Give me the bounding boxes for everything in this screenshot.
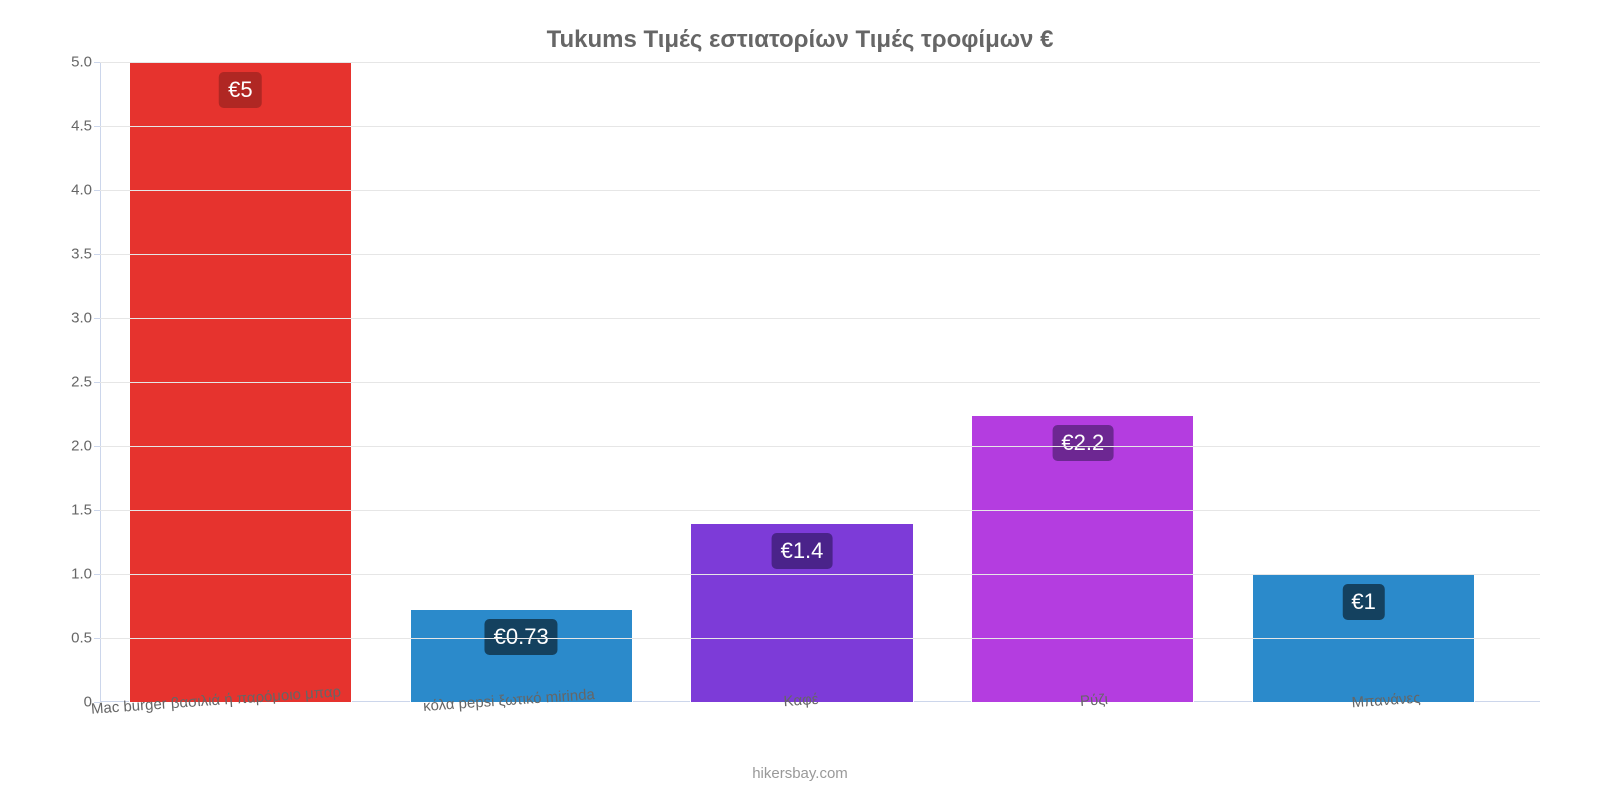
y-tick-label: 1.0 <box>71 566 92 583</box>
grid-line <box>100 190 1540 191</box>
y-tick-mark <box>94 382 100 383</box>
y-tick-label: 5.0 <box>71 54 92 71</box>
bar-value-label: €2.2 <box>1052 425 1113 461</box>
x-axis: Mac burger βασιλιά ή παρόμοιο μπαρ κόλα p… <box>70 680 1570 750</box>
x-tick-label: κόλα pepsi ξωτικό mirinda <box>422 686 595 715</box>
y-tick-mark <box>94 254 100 255</box>
x-tick-label: Καφέ <box>783 691 819 710</box>
y-tick-label: 1.5 <box>71 502 92 519</box>
plot-area: €5€0.73€1.4€2.2€1 00.51.01.52.02.53.03.5… <box>100 62 1540 702</box>
x-tick-label: Mac burger βασιλιά ή παρόμοιο μπαρ <box>91 683 342 717</box>
x-tick-label: Ρύζι <box>1079 691 1108 710</box>
y-tick-label: 2.0 <box>71 438 92 455</box>
y-tick-label: 4.0 <box>71 182 92 199</box>
grid-line <box>100 510 1540 511</box>
bar-value-label: €5 <box>219 72 261 108</box>
chart-container: Tukums Τιμές εστιατορίων Τιμές τροφίμων … <box>0 0 1600 800</box>
chart-title: Tukums Τιμές εστιατορίων Τιμές τροφίμων … <box>30 26 1570 54</box>
grid-line <box>100 638 1540 639</box>
grid-line <box>100 62 1540 63</box>
grid-line <box>100 574 1540 575</box>
x-tick-label: Μπανάνες <box>1351 690 1421 712</box>
grid-line <box>100 382 1540 383</box>
y-tick-mark <box>94 510 100 511</box>
grid-line <box>100 126 1540 127</box>
y-tick-label: 2.5 <box>71 374 92 391</box>
bar-value-label: €1 <box>1342 584 1384 620</box>
y-tick-mark <box>94 574 100 575</box>
grid-line <box>100 318 1540 319</box>
y-tick-mark <box>94 446 100 447</box>
y-tick-label: 3.5 <box>71 246 92 263</box>
y-tick-mark <box>94 318 100 319</box>
y-tick-mark <box>94 126 100 127</box>
y-tick-label: 4.5 <box>71 118 92 135</box>
y-tick-mark <box>94 190 100 191</box>
y-tick-label: 3.0 <box>71 310 92 327</box>
bar-value-label: €0.73 <box>485 619 558 655</box>
grid-line <box>100 254 1540 255</box>
y-tick-mark <box>94 638 100 639</box>
y-tick-mark <box>94 62 100 63</box>
grid-line <box>100 446 1540 447</box>
y-tick-label: 0.5 <box>71 630 92 647</box>
bar-value-label: €1.4 <box>772 533 833 569</box>
credits: hikersbay.com <box>0 765 1600 782</box>
